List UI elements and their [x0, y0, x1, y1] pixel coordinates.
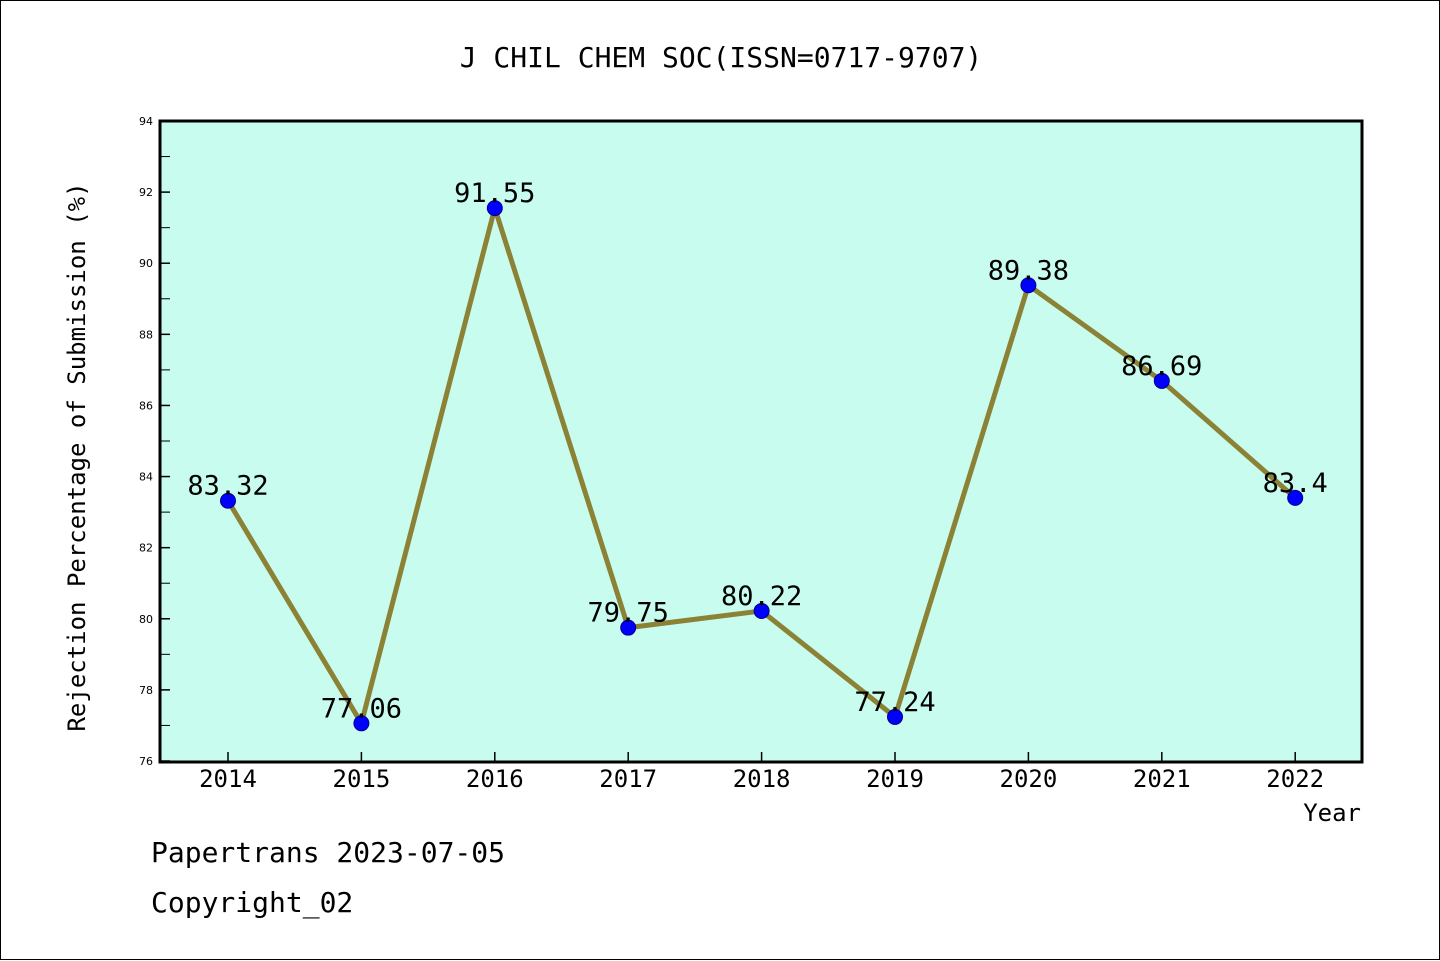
x-tick-label: 2019 [866, 765, 924, 793]
y-tick-label: 88 [139, 328, 153, 341]
data-label: 83.32 [187, 471, 268, 502]
data-label: 91.55 [454, 178, 535, 209]
data-label: 89.38 [988, 255, 1069, 286]
y-tick-label: 82 [139, 542, 153, 555]
data-label: 80.22 [721, 581, 802, 612]
data-point [887, 708, 903, 725]
data-point [353, 715, 370, 732]
data-point [220, 492, 236, 509]
x-tick-label: 2022 [1266, 765, 1324, 793]
data-point [1020, 277, 1037, 294]
data-point [1287, 489, 1304, 506]
data-label: 86.69 [1121, 351, 1202, 382]
data-label: 83.4 [1263, 468, 1328, 499]
plot-area [158, 119, 1364, 764]
data-label: 77.06 [321, 693, 402, 724]
y-tick-label: 94 [139, 115, 153, 128]
x-axis: 2014 2015 2016 2017 2018 2019 2020 2021 2022 [199, 752, 1324, 793]
data-labels: 83.32 77.06 91.55 79.75 80.22 77.24 89.38 86.69… [187, 178, 1327, 724]
series-layer [220, 200, 1304, 732]
y-axis: 76 78 80 82 84 86 88 90 92 94 [139, 115, 170, 768]
data-point [620, 619, 637, 636]
data-point [486, 200, 503, 217]
chart-title: J CHIL CHEM SOC(ISSN=0717-9707) [460, 41, 983, 74]
data-label: 77.24 [854, 687, 935, 718]
x-axis-label: Year [1303, 799, 1361, 827]
x-tick-label: 2015 [333, 765, 391, 793]
x-tick-label: 2018 [733, 765, 791, 793]
y-tick-label: 76 [139, 755, 153, 768]
data-point [1153, 372, 1170, 389]
y-tick-label: 92 [139, 186, 153, 199]
y-axis-label: Rejection Percentage of Submission (%) [63, 182, 91, 731]
data-point [753, 602, 770, 619]
footer-copyright: Copyright_02 [151, 886, 354, 919]
x-tick-label: 2017 [599, 765, 657, 793]
x-tick-label: 2021 [1133, 765, 1191, 793]
x-tick-label: 2014 [199, 765, 257, 793]
y-tick-label: 86 [139, 399, 153, 412]
y-tick-label: 80 [139, 613, 153, 626]
x-tick-label: 2020 [1000, 765, 1058, 793]
y-tick-label: 90 [139, 257, 153, 270]
footer-date: Papertrans 2023-07-05 [151, 836, 506, 869]
data-label: 79.75 [588, 598, 669, 629]
y-tick-label: 78 [139, 684, 153, 697]
y-tick-label: 84 [139, 471, 153, 484]
x-tick-label: 2016 [466, 765, 524, 793]
